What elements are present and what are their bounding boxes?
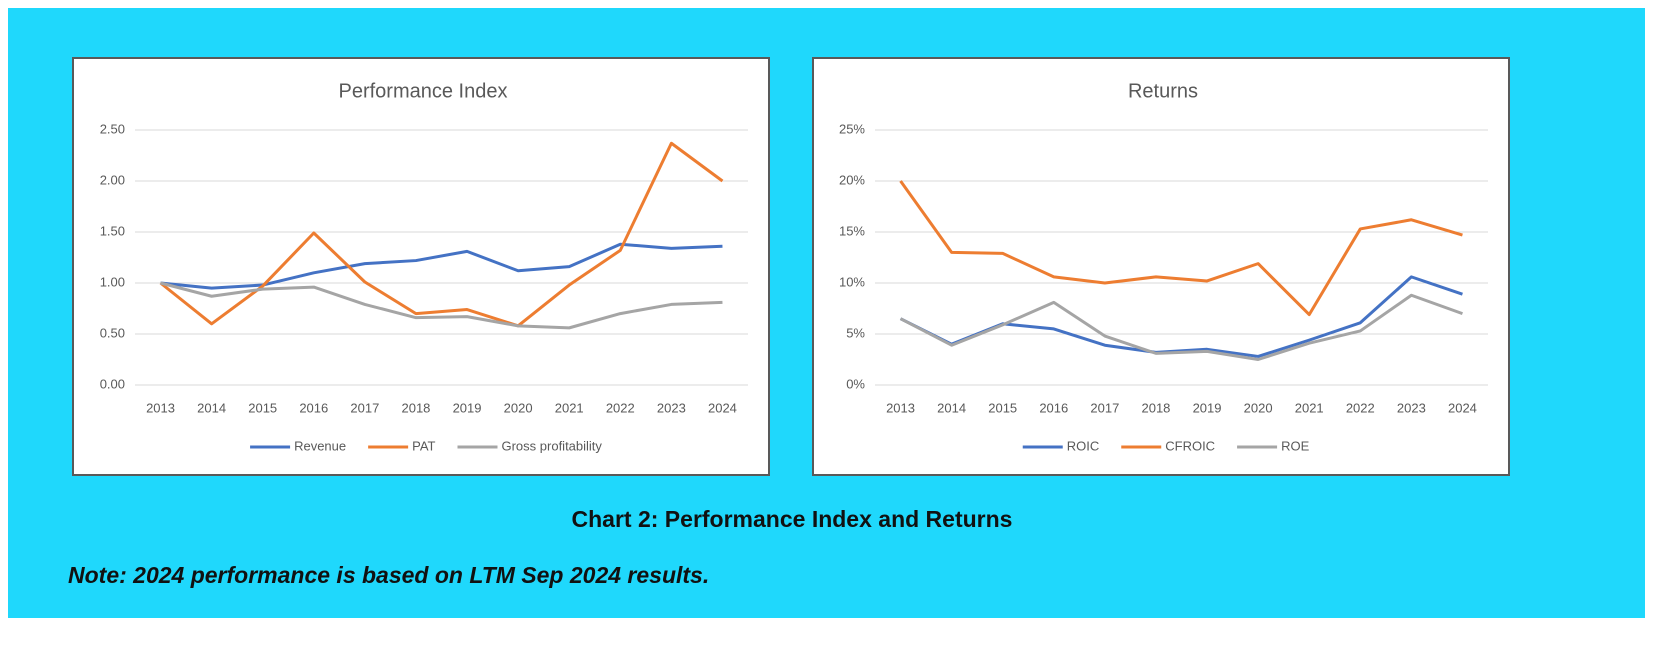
x-tick-label: 2017 — [350, 400, 379, 415]
legend-label: ROE — [1281, 438, 1310, 453]
series-line — [160, 242, 723, 290]
x-tick-label: 2020 — [1244, 400, 1273, 415]
legend-label: PAT — [412, 438, 435, 453]
y-tick-label: 25% — [839, 121, 865, 136]
x-tick-label: 2013 — [146, 400, 175, 415]
chart-panel: Performance Index 0.00 0.50 1.00 1.50 2.00 2.5… — [72, 57, 770, 476]
y-tick-label: 0.50 — [100, 325, 125, 340]
panel-frame — [812, 57, 1510, 476]
y-tick-label: 0% — [846, 376, 865, 391]
series-line — [899, 293, 1463, 361]
y-tick-label: 15% — [839, 223, 865, 238]
legend-label: ROIC — [1067, 438, 1100, 453]
series-line — [160, 281, 723, 330]
x-tick-label: 2014 — [197, 400, 226, 415]
x-tick-label: 2020 — [504, 400, 533, 415]
chart-title: Returns — [1128, 80, 1198, 102]
legend-label: CFROIC — [1165, 438, 1215, 453]
y-tick-label: 1.00 — [100, 274, 125, 289]
chart-title: Performance Index — [339, 80, 508, 102]
x-tick-label: 2022 — [606, 400, 635, 415]
x-tick-label: 2024 — [1448, 400, 1477, 415]
panel-frame — [72, 57, 770, 476]
y-tick-label: 0.00 — [100, 376, 125, 391]
x-tick-label: 2024 — [708, 400, 737, 415]
y-tick-label: 5% — [846, 325, 865, 340]
note: Note: 2024 performance is based on LTM S… — [68, 562, 710, 588]
x-tick-label: 2016 — [1039, 400, 1068, 415]
x-tick-label: 2022 — [1346, 400, 1375, 415]
y-tick-label: 20% — [839, 172, 865, 187]
caption: Chart 2: Performance Index and Returns — [571, 506, 1013, 532]
x-tick-label: 2017 — [1090, 400, 1119, 415]
x-tick-label: 2018 — [1141, 400, 1170, 415]
x-tick-label: 2021 — [1295, 400, 1324, 415]
x-tick-label: 2015 — [248, 400, 277, 415]
y-tick-label: 2.50 — [100, 121, 125, 136]
x-tick-label: 2019 — [1193, 400, 1222, 415]
x-tick-label: 2023 — [657, 400, 686, 415]
x-tick-label: 2019 — [453, 400, 482, 415]
x-tick-label: 2021 — [555, 400, 584, 415]
legend: Revenue PAT Gross profitability — [250, 438, 602, 453]
chart-panel: Returns 0% 5% 10% 15% 20% 25% 2013 2014 2015 2016 2… — [812, 57, 1510, 476]
legend: ROIC CFROIC ROE — [1022, 438, 1310, 453]
series-line — [159, 141, 724, 328]
x-tick-label: 2016 — [299, 400, 328, 415]
y-tick-label: 2.00 — [100, 172, 125, 187]
y-tick-label: 1.50 — [100, 223, 125, 238]
legend-label: Gross profitability — [501, 438, 602, 453]
x-tick-label: 2014 — [937, 400, 966, 415]
x-tick-label: 2013 — [886, 400, 915, 415]
series-line — [899, 180, 1463, 317]
y-tick-label: 10% — [839, 274, 865, 289]
x-tick-label: 2015 — [988, 400, 1017, 415]
x-tick-label: 2018 — [401, 400, 430, 415]
legend-label: Revenue — [294, 438, 346, 453]
x-tick-label: 2023 — [1397, 400, 1426, 415]
